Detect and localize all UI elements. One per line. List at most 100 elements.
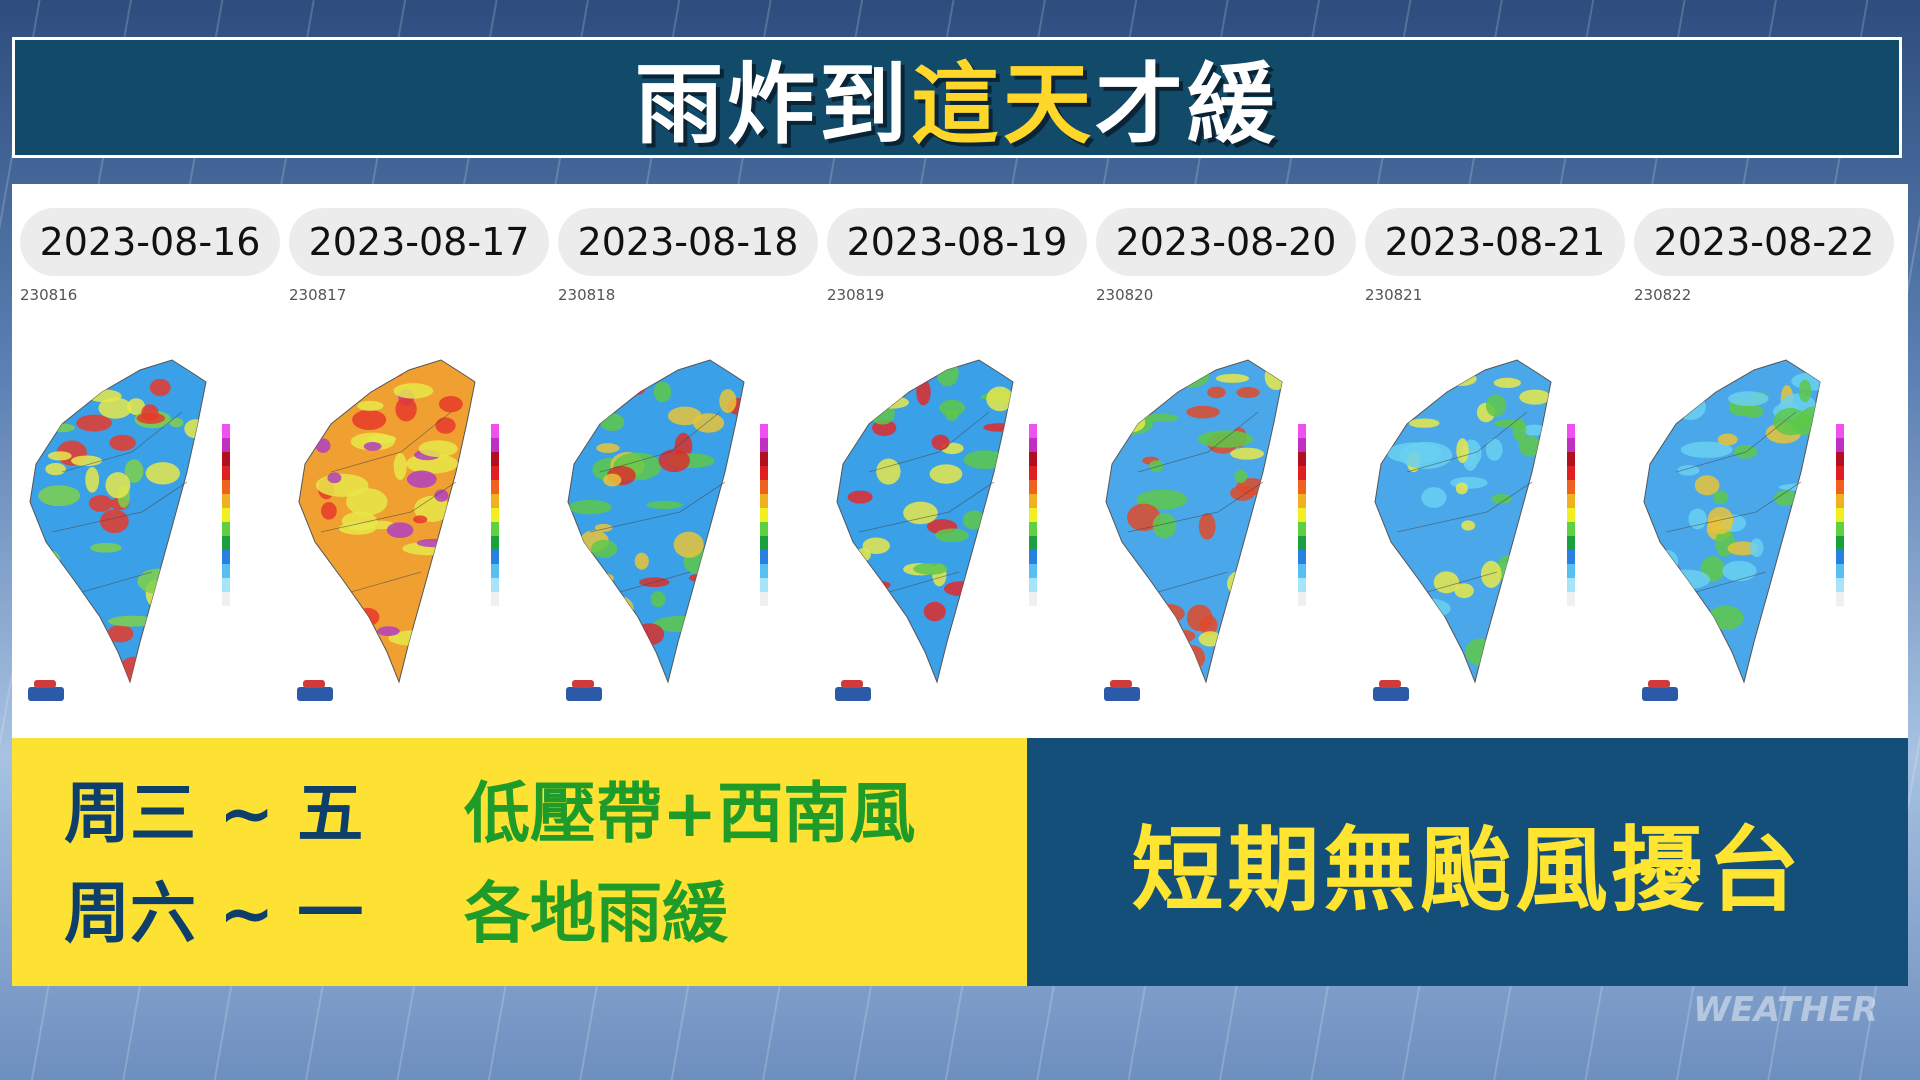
rain-cell — [127, 398, 146, 416]
legend-swatch — [491, 522, 499, 536]
logo — [297, 687, 333, 701]
rain-cell — [315, 438, 331, 453]
rain-cell — [986, 386, 1013, 412]
legend-swatch — [491, 424, 499, 438]
legend-swatch — [1029, 578, 1037, 592]
rain-cell — [603, 473, 622, 487]
rain-cell — [854, 600, 868, 619]
county-lines — [1665, 411, 1802, 593]
rain-cell — [435, 417, 456, 434]
legend-swatch — [1029, 508, 1037, 522]
rain-cell — [1675, 393, 1706, 420]
rain-cell — [90, 542, 122, 553]
legend-swatch — [1836, 424, 1844, 438]
rain-cell — [1221, 642, 1257, 653]
rain-cell — [50, 627, 77, 644]
date-label: 2023-08-21 — [1365, 208, 1625, 276]
rain-cell — [1165, 629, 1196, 643]
rain-cell — [357, 400, 384, 411]
rain-cell — [962, 510, 986, 530]
rain-cell — [1485, 438, 1503, 461]
rain-cell — [1749, 538, 1764, 558]
rain-cell — [1530, 546, 1551, 569]
rain-cell — [1186, 405, 1220, 419]
date-label: 2023-08-17 — [289, 208, 549, 276]
rain-cell — [44, 551, 61, 568]
rain-cell — [673, 531, 704, 558]
rain-cell — [935, 528, 969, 543]
rain-cell — [321, 501, 337, 520]
rain-cell — [886, 637, 914, 665]
legend-swatch — [760, 466, 768, 480]
rain-cell — [1465, 638, 1495, 666]
legend-swatch — [491, 536, 499, 550]
rain-map — [1373, 359, 1575, 701]
rain-cell — [414, 495, 451, 522]
rain-cell — [1519, 389, 1551, 405]
logo — [841, 680, 863, 688]
rain-cell — [1678, 660, 1703, 677]
rain-cell — [658, 449, 690, 473]
rain-cell — [1387, 369, 1411, 393]
rain-cell — [1107, 411, 1154, 435]
logo — [572, 680, 594, 688]
rain-cell — [416, 538, 451, 548]
rain-cell — [376, 368, 404, 379]
rain-cell — [1522, 424, 1547, 436]
rain-cell — [50, 653, 76, 675]
days: 周六 ~ 一 — [64, 875, 364, 952]
legend-swatch — [1029, 480, 1037, 494]
rain-cell — [137, 568, 179, 595]
logo — [28, 687, 64, 701]
legend-swatch — [760, 564, 768, 578]
rain-cell — [582, 370, 600, 385]
rain-cell — [1126, 503, 1161, 532]
logo — [34, 680, 56, 688]
rain-map — [28, 359, 230, 701]
rain-cell — [352, 409, 387, 430]
rain-cell — [1424, 635, 1437, 656]
map-group — [1105, 359, 1283, 684]
legend-swatch — [491, 592, 499, 606]
legend-swatch — [1298, 522, 1306, 536]
legend-swatch — [1298, 494, 1306, 508]
legend-swatch — [222, 494, 230, 508]
cause: 低壓帶+西南風 — [464, 775, 916, 852]
logo — [1379, 680, 1401, 688]
legend-swatch — [222, 424, 230, 438]
rain-cell — [1227, 569, 1259, 598]
legend-swatch — [222, 550, 230, 564]
map-code: 230817 — [289, 286, 347, 304]
rain-cell — [1384, 658, 1420, 674]
rain-cell — [454, 539, 473, 562]
rain-cell — [993, 591, 1010, 607]
map-code: 230822 — [1634, 286, 1692, 304]
rain-cell — [327, 472, 342, 484]
rain-cell — [1707, 605, 1744, 630]
rain-cell — [688, 656, 723, 669]
rain-cell — [350, 432, 395, 451]
legend-swatch — [1029, 536, 1037, 550]
summary-box: 周三 ~ 五 低壓帶+西南風 周六 ~ 一 各地雨緩 — [12, 738, 1027, 986]
legend-swatch — [1567, 550, 1575, 564]
county-lines — [858, 411, 995, 593]
legend-swatch — [1567, 592, 1575, 606]
rain-cell — [1728, 391, 1769, 407]
rain-cell — [1198, 631, 1222, 647]
map-code: 230816 — [20, 286, 78, 304]
legend-swatch — [1836, 466, 1844, 480]
rain-cell — [634, 623, 665, 646]
legend-swatch — [760, 578, 768, 592]
rain-cell — [418, 440, 458, 457]
legend-swatch — [1836, 578, 1844, 592]
legend-swatch — [1836, 452, 1844, 466]
rain-cell — [423, 617, 437, 637]
rain-cell — [1197, 430, 1254, 448]
logo — [835, 687, 871, 701]
rain-cell — [1127, 384, 1160, 398]
map-group — [29, 359, 207, 684]
rain-cell — [1791, 371, 1820, 391]
rain-cell — [701, 644, 719, 659]
legend-swatch — [1029, 438, 1037, 452]
